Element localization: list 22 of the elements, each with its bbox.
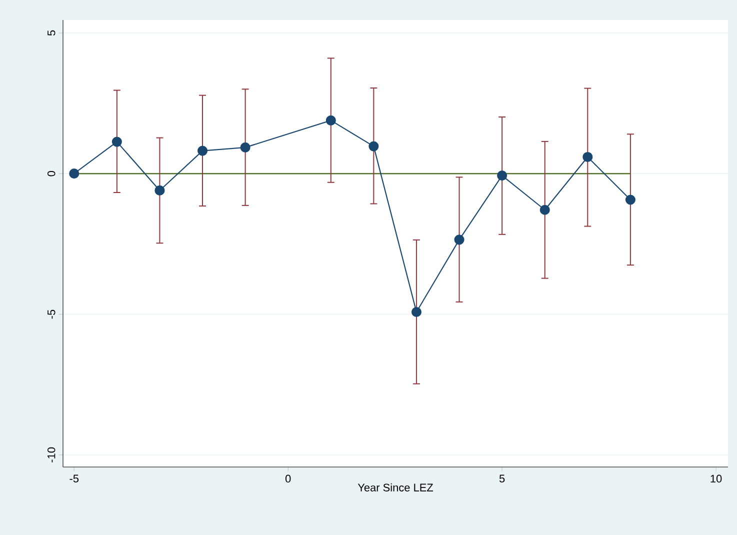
point — [112, 136, 122, 147]
x-tick-label: 10 — [710, 474, 722, 483]
x-tick-label: -5 — [70, 474, 79, 482]
point — [326, 115, 336, 126]
y-tick-label: 0 — [47, 170, 56, 176]
x-tick-label: 0 — [285, 474, 291, 483]
y-tick-label: -5 — [48, 310, 56, 319]
x-axis-title: Year Since LEZ — [358, 483, 434, 492]
point — [411, 306, 422, 318]
point — [582, 152, 593, 162]
y-tick-label: -10 — [47, 447, 56, 462]
y-tick-label: 5 — [48, 30, 56, 36]
point — [497, 170, 508, 181]
point — [197, 146, 208, 156]
x-tick-label: 5 — [499, 474, 505, 482]
point — [625, 194, 636, 205]
point — [368, 141, 379, 152]
point — [154, 185, 165, 196]
point — [454, 234, 464, 245]
point — [69, 168, 80, 179]
point — [540, 204, 550, 215]
point — [240, 142, 250, 152]
